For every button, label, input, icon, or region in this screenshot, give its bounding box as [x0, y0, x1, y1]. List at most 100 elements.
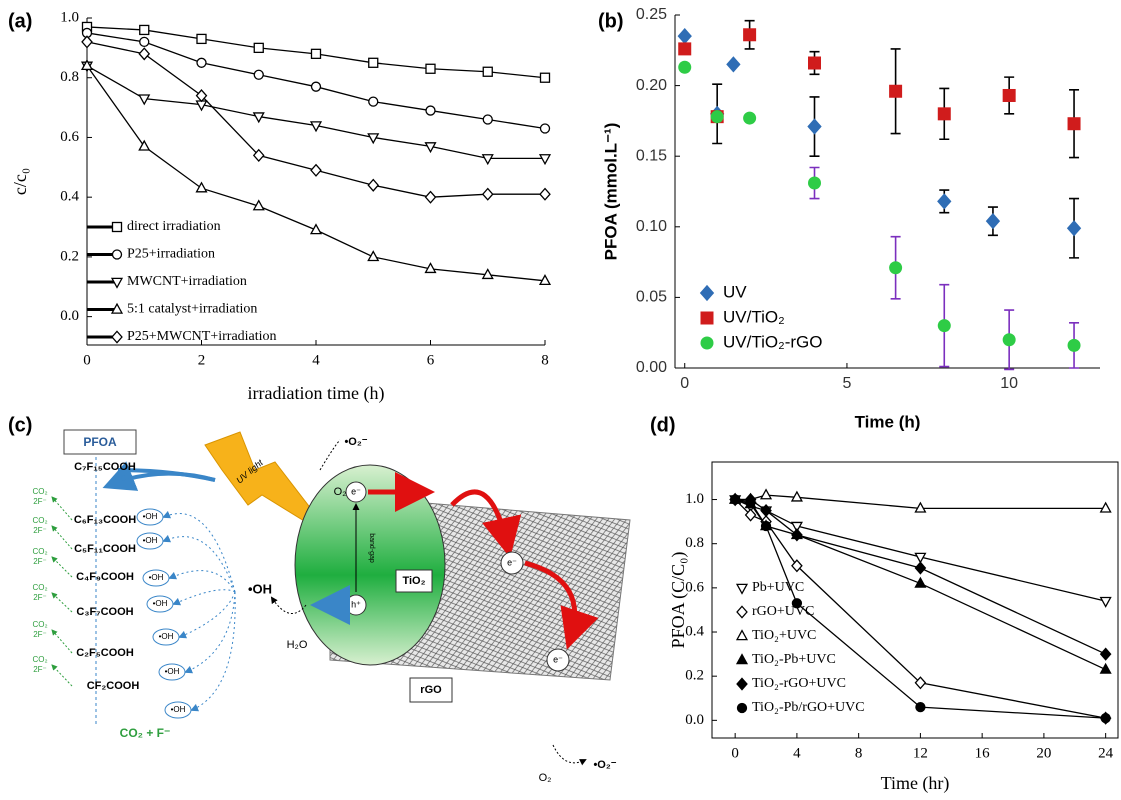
marker: [138, 139, 151, 151]
marker: [1099, 647, 1112, 661]
marker: [310, 163, 322, 177]
arrow: [184, 591, 236, 674]
legend-marker: [700, 311, 714, 325]
arrow: [102, 461, 216, 491]
x-axis-label: Time (hr): [881, 773, 950, 794]
byproduct-label: 2F⁻: [33, 593, 47, 602]
marker: [252, 148, 265, 162]
x-tick-label: 16: [975, 745, 991, 761]
marker: [481, 187, 494, 201]
arrow: [524, 560, 599, 650]
x-tick-label: 4: [793, 745, 801, 761]
legend-label: UV/TiO₂-rGO: [723, 332, 822, 351]
legend-marker: [111, 330, 123, 344]
y-tick-label: 0.8: [60, 69, 79, 85]
oh-label: •OH: [143, 512, 158, 521]
legend-label: rGO+UVC: [752, 604, 814, 619]
oh-circle: [146, 595, 174, 613]
support-label: rGO: [420, 684, 442, 696]
x-tick-label: 8: [541, 352, 549, 368]
byproduct-label: 2F⁻: [33, 665, 47, 674]
oh-label: •OH: [165, 667, 180, 676]
marker: [80, 59, 94, 71]
oh-circle: [152, 628, 180, 646]
box: [395, 569, 433, 593]
marker: [368, 57, 379, 68]
legend-marker: [699, 284, 715, 302]
series-line: [86, 65, 545, 160]
y-tick-label: 0.2: [60, 248, 79, 264]
byproduct-label: CO₂: [32, 516, 47, 525]
marker: [914, 501, 927, 513]
legend-label: MWCNT+irradiation: [127, 274, 247, 289]
marker: [252, 112, 265, 124]
y-tick-label: 0.15: [636, 147, 667, 164]
marker: [1099, 596, 1112, 608]
marker: [138, 94, 151, 106]
marker: [1100, 712, 1111, 724]
marker: [424, 262, 437, 274]
legend-marker: [736, 677, 748, 691]
panel-label: (b): [598, 10, 624, 32]
marker: [1067, 117, 1081, 131]
x-tick-label: 20: [1036, 745, 1051, 761]
legend-label: TiO₂-Pb+UVC: [752, 652, 836, 667]
marker: [1066, 220, 1082, 237]
marker: [677, 28, 692, 45]
legend-label: TiO₂-Pb/rGO+UVC: [752, 700, 865, 715]
oh-circle: [142, 569, 170, 587]
marker: [914, 561, 927, 575]
marker: [538, 274, 552, 286]
x-tick-label: 0: [83, 352, 91, 368]
marker: [195, 89, 208, 103]
byproduct-label: CO₂: [32, 487, 47, 496]
marker: [791, 559, 803, 573]
arrow: [178, 591, 236, 639]
marker: [759, 488, 773, 500]
arrow: [51, 496, 73, 521]
box: [409, 677, 453, 703]
legend-label: 5:1 catalyst+irradiation: [127, 302, 257, 317]
chain-label: C₄F₉COOH: [76, 571, 134, 583]
hole-label: h⁺: [351, 599, 361, 609]
y-tick-label: 0.25: [636, 6, 667, 23]
oh-circle: [164, 701, 192, 719]
marker: [424, 190, 437, 204]
y-tick-label: 1.0: [685, 491, 704, 507]
catalyst-label: TiO₂: [402, 575, 425, 587]
legend-marker: [111, 249, 123, 260]
legend-marker: [736, 605, 748, 619]
plot-frame: [711, 461, 1119, 739]
arrow: [51, 525, 73, 550]
marker: [481, 154, 494, 166]
y-tick-label: 0.8: [685, 535, 704, 551]
marker: [1067, 338, 1081, 352]
marker: [482, 114, 493, 125]
oh-label: •OH: [159, 632, 174, 641]
marker: [81, 35, 93, 49]
marker: [253, 42, 264, 54]
legend-marker: [735, 629, 749, 641]
marker: [915, 701, 926, 713]
marker: [808, 176, 822, 190]
marker: [481, 268, 494, 280]
marker: [367, 178, 380, 192]
radical-label: •OH: [248, 581, 272, 596]
oh-label: •OH: [143, 536, 158, 545]
y-tick-label: 0.20: [636, 77, 667, 94]
legend-label: Pb+UVC: [752, 580, 804, 595]
byproduct-label: 2F⁻: [33, 526, 47, 535]
marker: [196, 57, 207, 68]
arrow: [172, 589, 236, 606]
chain-label: C₂F₅COOH: [76, 647, 134, 659]
water-label: H₂O: [287, 639, 308, 651]
marker: [368, 96, 379, 107]
marker: [425, 105, 436, 116]
x-tick-label: 2: [198, 352, 206, 368]
arrow: [190, 591, 236, 712]
y-axis-label: PFOA (C/C₀): [668, 552, 689, 649]
marker: [309, 223, 323, 235]
marker: [760, 503, 772, 518]
oh-label: •OH: [153, 599, 168, 608]
electron-site: [345, 481, 367, 503]
